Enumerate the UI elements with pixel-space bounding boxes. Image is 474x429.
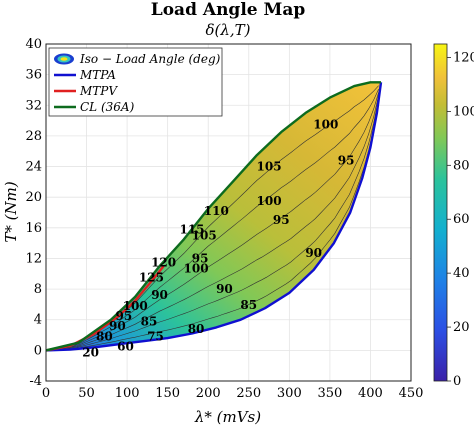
colorbar-ticks: 0 20 40 60 80 100 120 bbox=[447, 50, 474, 389]
contour-line bbox=[47, 88, 379, 351]
contour-label: 110 bbox=[204, 204, 229, 218]
x-axis-ticks: 0 50 100 150 200 250 300 350 400 450 bbox=[42, 386, 424, 401]
y-tick-label: 12 bbox=[25, 251, 42, 266]
chart-subtitle: δ(λ,T) bbox=[205, 21, 250, 39]
contour-label: 90 bbox=[151, 288, 168, 302]
colorbar: 0 20 40 60 80 100 120 bbox=[433, 43, 474, 389]
contour-label: 75 bbox=[147, 330, 164, 344]
load-angle-fill bbox=[46, 82, 381, 351]
contour-label: 105 bbox=[192, 228, 217, 242]
contour-label: 95 bbox=[338, 153, 355, 167]
x-tick-label: 200 bbox=[196, 386, 221, 401]
x-tick-label: 250 bbox=[236, 386, 261, 401]
contour-label: 100 bbox=[313, 117, 338, 131]
y-tick-label: 32 bbox=[25, 98, 42, 113]
y-tick-label: 40 bbox=[25, 37, 42, 52]
y-tick-label: 24 bbox=[25, 160, 42, 175]
legend-swatch-iso-core bbox=[60, 57, 68, 61]
contour-label: 90 bbox=[109, 319, 126, 333]
contour-label: 90 bbox=[305, 246, 322, 260]
curve-series bbox=[46, 81, 383, 352]
legend-label: MTPA bbox=[79, 68, 116, 82]
contour-label: 90 bbox=[216, 282, 233, 296]
contour-label: 85 bbox=[240, 298, 257, 312]
x-tick-label: 100 bbox=[115, 386, 140, 401]
x-tick-label: 150 bbox=[155, 386, 180, 401]
colorbar-tick-label: 100 bbox=[453, 104, 474, 119]
y-tick-label: 28 bbox=[25, 129, 42, 144]
colorbar-tick-label: 0 bbox=[453, 374, 461, 389]
contour-label: 80 bbox=[96, 330, 113, 344]
y-axis-ticks: -4 0 4 8 12 16 20 24 28 32 36 40 bbox=[25, 37, 42, 389]
x-tick-label: 300 bbox=[277, 386, 302, 401]
y-tick-label: 36 bbox=[25, 68, 42, 83]
contour-line bbox=[47, 97, 379, 351]
contour-label: 95 bbox=[192, 251, 209, 265]
contour-label: 125 bbox=[139, 271, 164, 285]
contour-label: 105 bbox=[257, 160, 282, 174]
chart-title: Load Angle Map bbox=[151, 0, 306, 20]
x-tick-label: 450 bbox=[399, 386, 424, 401]
y-tick-label: 16 bbox=[25, 221, 42, 236]
colorbar-gradient bbox=[433, 43, 448, 382]
contour-label: 100 bbox=[257, 194, 282, 208]
legend-label: MTPV bbox=[79, 84, 118, 98]
contour-lines bbox=[47, 85, 379, 351]
legend-box bbox=[48, 47, 223, 117]
y-axis-label: T* (Nm) bbox=[2, 181, 20, 242]
contour-label: 100 bbox=[123, 299, 148, 313]
series-mtpa bbox=[46, 82, 383, 352]
x-axis-label: λ* (mVs) bbox=[194, 408, 261, 426]
contour-label: 20 bbox=[82, 346, 99, 360]
y-tick-label: 8 bbox=[34, 282, 42, 297]
colorbar-tick-label: 60 bbox=[453, 212, 470, 227]
contour-line bbox=[47, 92, 379, 351]
contour-label: 60 bbox=[117, 340, 134, 354]
colorbar-tick-label: 40 bbox=[453, 266, 470, 281]
colorbar-tick-label: 20 bbox=[453, 320, 470, 335]
contour-label: 80 bbox=[188, 322, 205, 336]
x-tick-label: 350 bbox=[317, 386, 342, 401]
contour-label: 85 bbox=[141, 314, 158, 328]
load-angle-region bbox=[46, 82, 381, 351]
colorbar-tick-label: 80 bbox=[453, 158, 470, 173]
contour-line bbox=[47, 99, 379, 351]
y-tick-label: 0 bbox=[34, 343, 42, 358]
y-tick-label: -4 bbox=[29, 374, 42, 389]
colorbar-tick-label: 120 bbox=[453, 50, 474, 65]
x-tick-label: 0 bbox=[42, 386, 50, 401]
contour-label: 115 bbox=[179, 222, 204, 236]
y-tick-label: 20 bbox=[25, 190, 42, 205]
y-tick-label: 4 bbox=[34, 313, 42, 328]
contour-label: 95 bbox=[116, 309, 133, 323]
series-cl-36a bbox=[46, 81, 381, 352]
contour-label: 100 bbox=[184, 261, 209, 275]
contour-label: 95 bbox=[273, 213, 290, 227]
plot-frame bbox=[45, 43, 412, 382]
x-tick-label: 400 bbox=[358, 386, 383, 401]
x-tick-label: 50 bbox=[78, 386, 95, 401]
contour-line bbox=[47, 95, 379, 351]
legend-label: Iso − Load Angle (deg) bbox=[79, 52, 221, 66]
legend: Iso − Load Angle (deg) MTPA MTPV CL (36A) bbox=[48, 47, 223, 117]
legend-label: CL (36A) bbox=[80, 100, 135, 114]
contour-label: 120 bbox=[151, 255, 176, 269]
contour-labels: 20 60758085909510080909510085909510010511… bbox=[82, 117, 354, 359]
